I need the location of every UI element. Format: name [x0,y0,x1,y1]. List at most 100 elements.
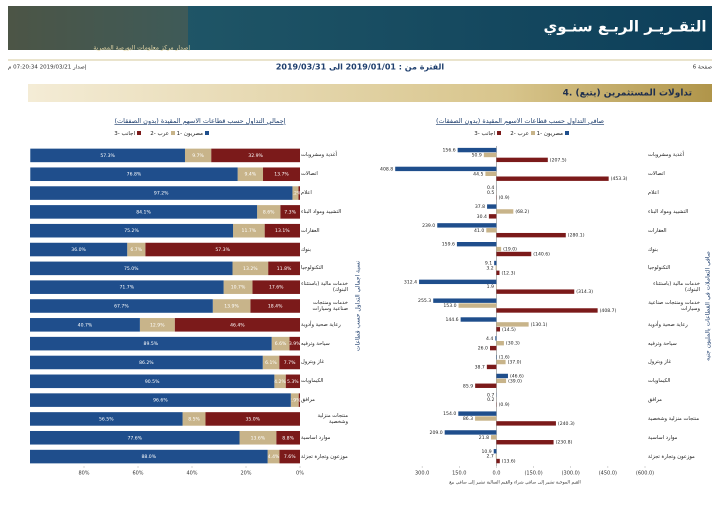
category-label: بنوك [648,246,658,253]
data-label: (230.8) [556,440,573,446]
x-tick-label: 0% [296,471,304,477]
data-label: 11.8% [277,266,292,272]
category-label-box: موارد اساسية [648,434,678,441]
bar-segment [30,167,238,182]
bar [458,303,497,308]
y-axis-title: نسبة اجمالي التداول حسب قطاعات [355,261,362,352]
bar-segment [263,167,300,182]
legend-swatch [497,131,501,135]
page-number: صفحة 6 [693,65,713,71]
bar-segment [232,261,269,276]
bar-segment [182,412,206,426]
data-label: (30.3) [506,341,520,347]
bar-segment [252,280,300,294]
bar [486,228,497,233]
data-label: 44.5 [473,171,483,177]
category-label-box: التشييد ومواد البناء [648,209,688,215]
data-label: (0.9) [499,195,510,201]
bar-segment [30,242,128,257]
data-label: 12.9% [150,322,165,328]
bar-segment [212,299,251,313]
bar-segment [30,280,224,294]
category-label: أغذية ومشروبات [301,152,337,159]
data-label: 86.3 [463,416,473,422]
bar [496,322,529,327]
category-label-box: اتصالات [301,171,318,178]
category-label-box: رعاية صحية وأدوية [301,322,341,328]
category-label-box: مرافق [301,397,315,403]
data-label: 67.7% [114,304,129,310]
data-label: 4.4% [268,454,280,460]
category-label: منتجات منزلية وشخصية [317,412,348,425]
category-label: موارد اساسية [648,434,678,441]
bar-segment [239,430,277,445]
category-label-box: الكيماويات [301,378,323,384]
bar-segment [139,318,175,332]
data-label: 50.9 [472,152,482,158]
category-label: التكنولوجيا [301,265,324,272]
data-label: 96.6% [153,398,168,404]
bar-segment [264,223,300,238]
x-tick-label: 300.0 [415,471,429,477]
data-label: 21.8 [479,435,489,441]
data-label: 3.2 [486,265,493,271]
bar-segment [279,449,300,464]
category-label-box: الكيماويات [648,378,670,384]
x-tick-label: 40% [186,471,197,477]
legend-swatch [137,131,141,135]
bar [460,317,497,322]
category-label: اتصالات [301,171,318,178]
chart-title: صافي التداول حسب قطاعات الاسهم المقيدة (… [436,117,605,125]
bar [495,453,497,459]
bar-segment [30,355,263,370]
category-label-box: التشييد ومواد البناء [301,209,341,215]
data-label: 255.3 [418,298,431,304]
category-label-box: مرافق [648,397,662,403]
bar-segment [237,167,264,182]
data-label: (314.3) [576,289,593,295]
data-label: 35.0% [245,416,260,422]
data-label: 144.6 [445,317,458,323]
legend-label: مصريون -1 [177,131,203,137]
data-label: (37.0) [508,360,522,366]
bar [496,209,514,214]
bar [488,214,497,219]
data-label: 41.0 [474,228,484,234]
data-label: 75.0% [124,266,139,272]
data-label: (46.6) [510,373,524,379]
category-label-box: اعلام [301,190,312,196]
legend-label: عرب -2 [510,131,529,137]
category-label: خدمات ومنتجات صناعية وسيارات [312,299,348,312]
category-label: اعلام [648,190,659,197]
x-tick-label: 80% [78,471,89,477]
bar [493,449,497,454]
data-label: (408.7) [600,308,617,314]
category-label: سياحة وترفيه [648,340,677,347]
data-label: 11.7% [242,228,257,234]
category-label: خدمات مالية (باستثناء البنوك) [653,281,700,294]
data-label: 86.2% [139,360,154,366]
bar [483,152,497,158]
category-label-box: خدمات ومنتجات صناعية وسيارات [648,300,700,312]
y-axis-title: صافي التعاملات في القطاعات بالمليون جنيه [705,251,712,361]
bar-segment [268,261,300,276]
data-label: (130.1) [531,322,548,328]
bar [496,251,532,257]
header-photo [8,6,188,50]
bar-segment [30,318,140,332]
data-label: 97.2% [154,191,169,197]
category-label: بنوك [301,246,311,253]
bar-segment [30,430,240,445]
data-label: 6.7% [130,247,142,253]
bar [496,327,501,332]
data-label: 209.0 [430,430,443,436]
bar-segment [30,186,293,200]
bar [496,232,566,238]
data-label: 13.9% [224,304,239,310]
legend-label: اجانب -3 [474,131,495,137]
category-label: أغذية ومشروبات [648,152,684,159]
data-label: 7.7% [284,360,296,366]
data-label: 154.0 [443,411,456,417]
data-label: (140.6) [533,251,550,257]
bar-segment [223,280,253,294]
